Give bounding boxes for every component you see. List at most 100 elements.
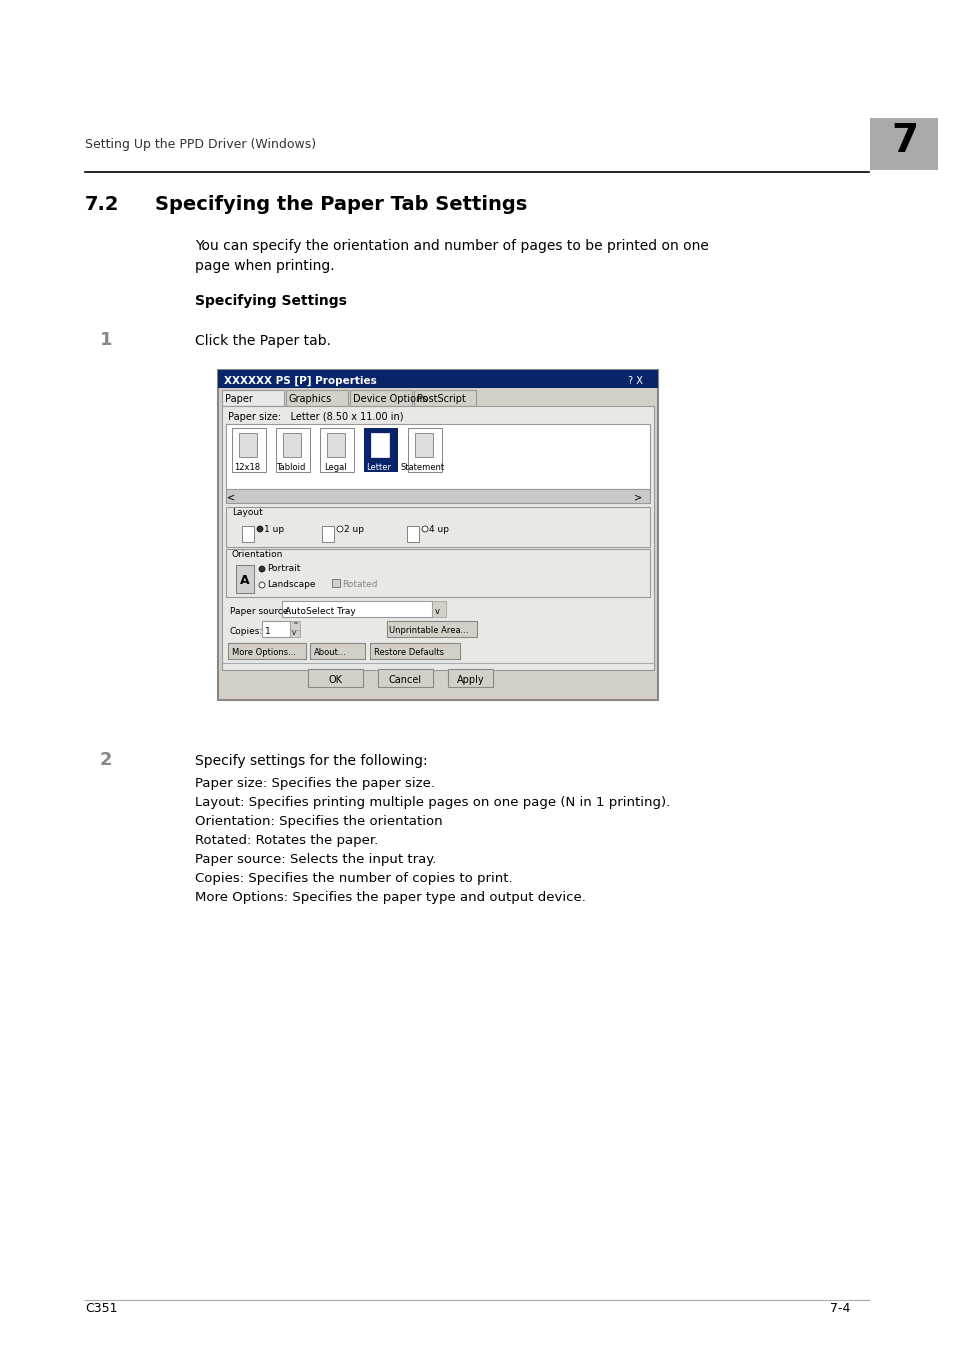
- Text: 1: 1: [265, 626, 271, 636]
- Bar: [310, 643, 365, 659]
- Bar: [869, 117, 937, 170]
- Text: <: <: [227, 491, 234, 502]
- Bar: [332, 579, 339, 587]
- Bar: [242, 526, 253, 541]
- Text: 12x18: 12x18: [233, 463, 260, 472]
- Circle shape: [258, 566, 265, 572]
- Bar: [239, 433, 256, 458]
- Text: >: >: [634, 491, 641, 502]
- Text: page when printing.: page when printing.: [194, 259, 335, 273]
- Text: C351: C351: [85, 1301, 117, 1315]
- FancyBboxPatch shape: [387, 621, 476, 637]
- Text: A: A: [240, 574, 250, 587]
- Bar: [408, 428, 441, 472]
- Text: 1: 1: [100, 331, 112, 350]
- Bar: [226, 424, 649, 489]
- Text: OK: OK: [328, 675, 342, 684]
- Circle shape: [258, 582, 265, 589]
- Text: Copies: Specifies the number of copies to print.: Copies: Specifies the number of copies t…: [194, 872, 512, 886]
- Bar: [290, 630, 299, 637]
- Bar: [222, 390, 284, 406]
- Text: Layout: Specifies printing multiple pages on one page (N in 1 printing).: Layout: Specifies printing multiple page…: [194, 796, 670, 809]
- Text: v: v: [292, 630, 295, 636]
- Text: 7.2: 7.2: [85, 194, 119, 215]
- Bar: [432, 601, 446, 617]
- Text: Portrait: Portrait: [267, 564, 300, 572]
- Text: About...: About...: [314, 648, 346, 657]
- Text: ^: ^: [292, 622, 297, 628]
- Text: Cancel: Cancel: [389, 675, 421, 684]
- Bar: [218, 370, 658, 701]
- Bar: [371, 433, 389, 458]
- Bar: [322, 526, 334, 541]
- Bar: [232, 428, 266, 472]
- Text: Paper size:   Letter (8.50 x 11.00 in): Paper size: Letter (8.50 x 11.00 in): [228, 412, 403, 423]
- Bar: [262, 621, 290, 637]
- Circle shape: [256, 526, 263, 532]
- Bar: [218, 370, 658, 387]
- Bar: [226, 489, 649, 504]
- Bar: [286, 390, 348, 406]
- Bar: [283, 433, 301, 458]
- Text: Orientation: Specifies the orientation: Orientation: Specifies the orientation: [194, 815, 442, 828]
- Text: Paper: Paper: [225, 394, 253, 404]
- Bar: [327, 433, 345, 458]
- Text: More Options: Specifies the paper type and output device.: More Options: Specifies the paper type a…: [194, 891, 585, 904]
- Text: v: v: [435, 608, 439, 616]
- Text: Layout: Layout: [232, 508, 262, 517]
- Text: 7-4: 7-4: [829, 1301, 849, 1315]
- Text: 2 up: 2 up: [344, 525, 364, 535]
- Text: Specifying Settings: Specifying Settings: [194, 294, 347, 308]
- Text: Copies:: Copies:: [230, 626, 263, 636]
- Circle shape: [421, 526, 428, 532]
- Text: You can specify the orientation and number of pages to be printed on one: You can specify the orientation and numb…: [194, 239, 708, 252]
- Bar: [308, 670, 363, 687]
- Text: More Options...: More Options...: [232, 648, 295, 657]
- Text: Graphics: Graphics: [289, 394, 332, 404]
- Circle shape: [336, 526, 343, 532]
- Text: Statement: Statement: [400, 463, 445, 472]
- Bar: [364, 428, 397, 472]
- Text: Specifying the Paper Tab Settings: Specifying the Paper Tab Settings: [154, 194, 527, 215]
- Bar: [226, 508, 649, 547]
- Bar: [290, 621, 299, 630]
- Bar: [222, 406, 654, 670]
- Bar: [407, 526, 418, 541]
- Text: XXXXXX PS [P] Properties: XXXXXX PS [P] Properties: [224, 377, 376, 386]
- Bar: [414, 390, 476, 406]
- Text: Landscape: Landscape: [267, 580, 315, 589]
- Text: Paper source: Selects the input tray.: Paper source: Selects the input tray.: [194, 853, 436, 865]
- Text: Device Options: Device Options: [353, 394, 427, 404]
- Bar: [226, 549, 649, 597]
- Bar: [377, 670, 433, 687]
- Text: 1 up: 1 up: [264, 525, 284, 535]
- Bar: [228, 643, 306, 659]
- Text: Setting Up the PPD Driver (Windows): Setting Up the PPD Driver (Windows): [85, 138, 315, 151]
- Text: Orientation: Orientation: [232, 549, 283, 559]
- Text: Tabloid: Tabloid: [276, 463, 305, 472]
- Bar: [275, 428, 310, 472]
- Bar: [235, 566, 253, 593]
- Text: Rotated: Rotated: [341, 580, 377, 589]
- Text: Paper source:: Paper source:: [230, 608, 291, 616]
- Bar: [448, 670, 493, 687]
- Text: Paper size: Specifies the paper size.: Paper size: Specifies the paper size.: [194, 778, 435, 790]
- Text: Letter: Letter: [366, 463, 391, 472]
- Text: ? X: ? X: [627, 377, 642, 386]
- Bar: [350, 390, 412, 406]
- Bar: [415, 433, 433, 458]
- Text: Specify settings for the following:: Specify settings for the following:: [194, 755, 427, 768]
- Bar: [319, 428, 354, 472]
- Text: Click the Paper tab.: Click the Paper tab.: [194, 333, 331, 348]
- Text: Legal: Legal: [323, 463, 346, 472]
- Text: Apply: Apply: [456, 675, 484, 684]
- Text: AutoSelect Tray: AutoSelect Tray: [285, 608, 355, 616]
- Bar: [282, 601, 432, 617]
- Text: Unprintable Area...: Unprintable Area...: [389, 626, 468, 634]
- Text: Restore Defaults: Restore Defaults: [374, 648, 443, 657]
- Text: 4 up: 4 up: [429, 525, 449, 535]
- Bar: [370, 643, 459, 659]
- Text: Rotated: Rotates the paper.: Rotated: Rotates the paper.: [194, 834, 377, 846]
- Text: 7: 7: [890, 122, 917, 161]
- Text: 2: 2: [100, 751, 112, 769]
